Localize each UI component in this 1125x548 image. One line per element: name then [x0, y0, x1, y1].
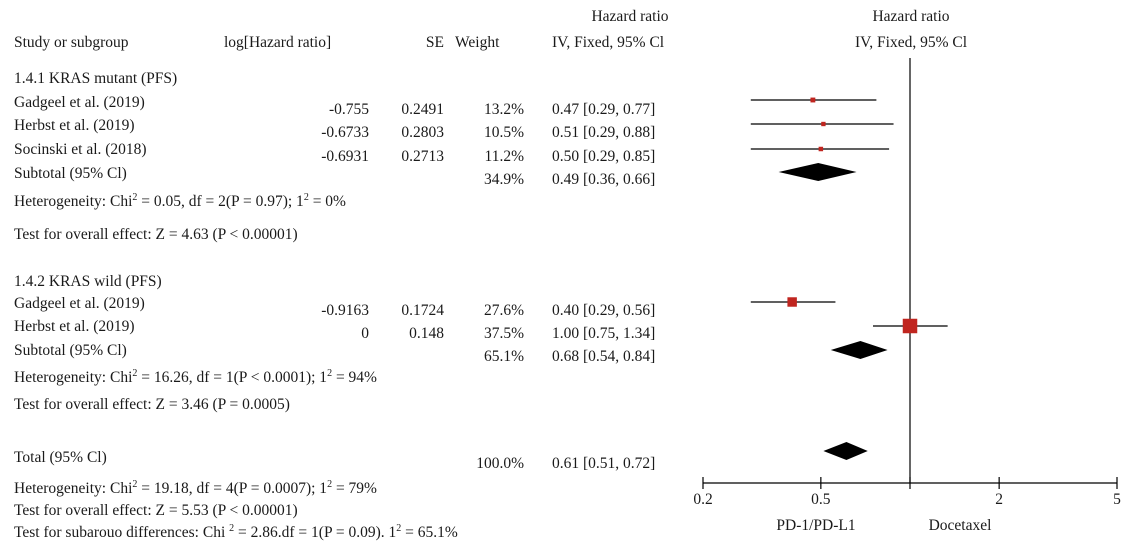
total-weight: 100.0% — [476, 455, 524, 472]
hr-column-header-top: Hazard ratio — [591, 8, 669, 25]
study-marker — [821, 121, 826, 127]
study-loghr: 0 — [361, 325, 369, 342]
study-se: 0.1724 — [401, 302, 444, 319]
study-weight: 27.6% — [483, 302, 524, 319]
group-title: 1.4.1 KRAS mutant (PFS) — [14, 70, 178, 87]
weight-column-header: Weight — [455, 34, 500, 51]
summary-diamond — [830, 341, 888, 359]
study-marker — [787, 297, 797, 307]
study-marker — [818, 146, 824, 152]
subtotal-weight: 65.1% — [483, 348, 524, 365]
heterogeneity-text: Heterogeneity: Chi2 = 16.26, df = 1(P < … — [14, 368, 377, 386]
subtotal-weight: 34.9% — [483, 171, 524, 188]
plot-method-header: IV, Fixed, 95% Cl — [854, 34, 968, 51]
study-loghr: -0.755 — [328, 101, 369, 118]
subtotal-label: Subtotal (95% Cl) — [14, 342, 127, 359]
study-weight: 10.5% — [483, 124, 524, 141]
subgroup-differences-text: Test for subarouo differences: Chi 2 = 2… — [14, 523, 458, 541]
study-marker — [902, 318, 918, 334]
hr-method-header: IV, Fixed, 95% Cl — [552, 34, 665, 51]
study-name: Gadgeel et al. (2019) — [14, 295, 145, 312]
study-name: Herbst et al. (2019) — [14, 318, 135, 335]
study-ci-text: 0.47 [0.29, 0.77] — [552, 101, 656, 118]
study-column-header: Study or subgroup — [14, 34, 129, 51]
study-se: 0.148 — [409, 325, 444, 342]
heterogeneity-text: Heterogeneity: Chi2 = 0.05, df = 2(P = 0… — [14, 192, 346, 210]
study-ci-text: 0.50 [0.29, 0.85] — [552, 148, 656, 165]
study-se: 0.2491 — [401, 101, 444, 118]
total-heterogeneity-text: Heterogeneity: Chi2 = 19.18, df = 4(P = … — [14, 479, 377, 497]
study-weight: 13.2% — [483, 101, 524, 118]
x-tick-label: 0.2 — [693, 491, 712, 508]
se-column-header: SE — [425, 34, 444, 51]
study-se: 0.2713 — [401, 148, 444, 165]
x-tick-label: 2 — [995, 491, 1003, 508]
study-weight: 11.2% — [484, 148, 524, 165]
study-ci-text: 0.51 [0.29, 0.88] — [552, 124, 656, 141]
study-loghr: -0.9163 — [321, 302, 369, 319]
total-ci-text: 0.61 [0.51, 0.72] — [552, 455, 656, 472]
subtotal-ci-text: 0.68 [0.54, 0.84] — [552, 348, 656, 365]
study-marker — [810, 97, 816, 103]
summary-diamond — [778, 163, 857, 181]
loghr-column-header: log[Hazard ratio] — [224, 34, 332, 51]
study-ci-text: 0.40 [0.29, 0.56] — [552, 302, 656, 319]
summary-diamond — [823, 442, 868, 460]
plot-column-header-top: Hazard ratio — [872, 8, 950, 25]
study-name: Socinski et al. (2018) — [14, 141, 147, 158]
study-se: 0.2803 — [401, 124, 444, 141]
study-name: Herbst et al. (2019) — [14, 117, 135, 134]
overall-effect-text: Test for overall effect: Z = 3.46 (P = 0… — [14, 396, 290, 413]
subtotal-ci-text: 0.49 [0.36, 0.66] — [552, 171, 656, 188]
x-tick-label: 0.5 — [811, 491, 831, 508]
study-loghr: -0.6931 — [321, 148, 369, 165]
total-label: Total (95% Cl) — [14, 449, 107, 466]
study-weight: 37.5% — [483, 325, 524, 342]
study-loghr: -0.6733 — [321, 124, 369, 141]
overall-effect-text: Test for overall effect: Z = 4.63 (P < 0… — [14, 226, 298, 243]
axis-right-label: Docetaxel — [928, 517, 992, 534]
group-title: 1.4.2 KRAS wild (PFS) — [14, 273, 162, 290]
study-ci-text: 1.00 [0.75, 1.34] — [552, 325, 656, 342]
study-name: Gadgeel et al. (2019) — [14, 94, 145, 111]
total-overall-effect-text: Test for overall effect: Z = 5.53 (P < 0… — [14, 502, 298, 519]
axis-left-label: PD-1/PD-L1 — [776, 517, 856, 534]
subtotal-label: Subtotal (95% Cl) — [14, 165, 127, 182]
x-tick-label: 5 — [1113, 491, 1121, 508]
